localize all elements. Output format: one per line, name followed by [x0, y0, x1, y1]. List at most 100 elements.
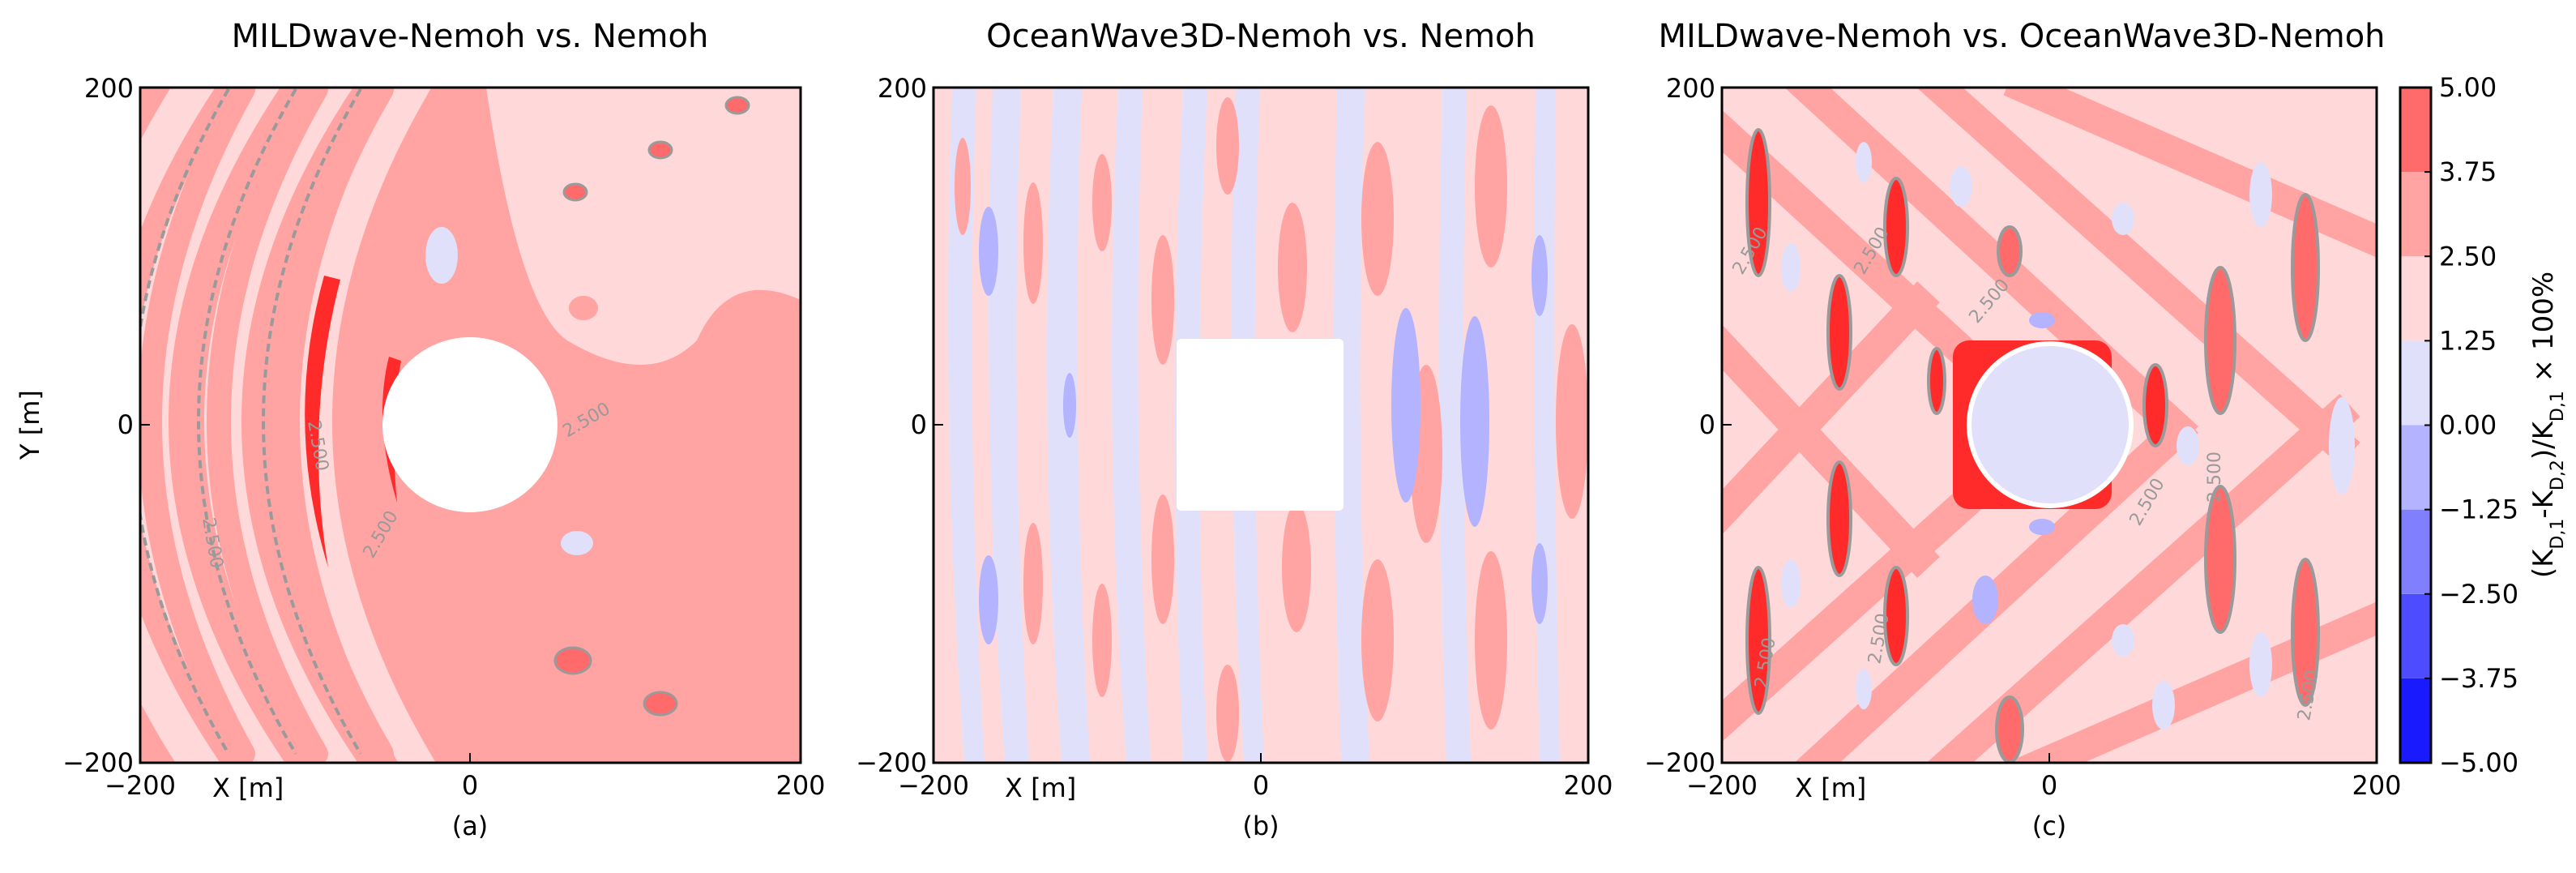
- panel-a-title: MILDwave-Nemoh vs. Nemoh: [232, 18, 709, 55]
- colorbar-tick-label: 1.25: [2439, 325, 2497, 356]
- panel-b-ytick: 200: [878, 73, 927, 104]
- colorbar-ticks: 5.00 3.75 2.50 1.25 0.00 −1.25 −2.50 −3.75 −5.00: [2424, 72, 2518, 778]
- panel-c-blob: [2177, 426, 2199, 465]
- colorbar-tick-label: 3.75: [2439, 156, 2497, 187]
- panel-c-xtick: 200: [2352, 770, 2401, 801]
- panel-a-light-region: [486, 88, 801, 365]
- panel-c-blob: [1781, 559, 1801, 608]
- panel-b-ticks: [933, 87, 1589, 764]
- panel-c-lens: [1927, 347, 1946, 415]
- panel-c-lens: [1745, 128, 1771, 277]
- panel-c-band: [2003, 88, 2377, 258]
- panel-c-lens: [2142, 363, 2168, 447]
- panel-c-lens: [1997, 225, 2023, 277]
- panel-b-lens: [1216, 665, 1239, 762]
- panel-b-title: OceanWave3D-Nemoh vs. Nemoh: [986, 18, 1536, 55]
- panel-b-body: [1177, 339, 1344, 511]
- panel-a-subplot-label: (a): [452, 811, 489, 841]
- panel-a-xtick: 0: [462, 770, 478, 801]
- colorbar-tick-label: −1.25: [2439, 494, 2518, 525]
- colorbar-block: [2400, 172, 2431, 257]
- panel-c-ticks: [1721, 87, 2377, 764]
- panel-c-xtick: 0: [2041, 770, 2057, 801]
- colorbar-block: [2400, 425, 2431, 510]
- panel-c-ytick: 200: [1666, 73, 1715, 104]
- panel-c-band: [1784, 88, 2198, 449]
- panel-c-lens: [1995, 695, 2024, 763]
- panel-b-stripe: [1112, 88, 1151, 763]
- panel-c-blob: [2329, 397, 2355, 494]
- colorbar-block: [2400, 678, 2431, 763]
- panel-a-band: [140, 88, 220, 763]
- panel-a-blob: [569, 296, 598, 320]
- panel-a-field: 2.500 2.500 2.500 2.500: [140, 88, 801, 763]
- panel-c-ytick: −200: [1644, 747, 1715, 778]
- panel-b-lens: [1151, 494, 1174, 624]
- colorbar-tick-label: −2.50: [2439, 579, 2518, 610]
- panel-b-xtick: 0: [1253, 770, 1269, 801]
- panel-a-ytick: 200: [84, 73, 134, 104]
- colorbar-block: [2400, 340, 2431, 426]
- panel-a-blob: [553, 646, 592, 675]
- panel-c-xtick: −200: [1686, 770, 1758, 801]
- panel-a-blob: [647, 140, 673, 160]
- panel-b-lens: [1475, 105, 1507, 267]
- panel-c: 2.500 2.500 2.500 2.500 2.500 2.500 2.50…: [1644, 18, 2401, 841]
- panel-c-blob: [2249, 632, 2272, 697]
- colorbar-blocks: [2400, 88, 2431, 763]
- panel-b-lens: [1532, 235, 1548, 316]
- colorbar-block: [2400, 593, 2431, 678]
- panel-b-lens: [979, 555, 998, 644]
- panel-c-contour-label: 2.500: [2205, 451, 2225, 503]
- panel-b-lens: [979, 207, 998, 296]
- panel-c-band: [1722, 281, 1940, 535]
- panel-c-lens: [2291, 193, 2320, 342]
- panel-b-field: [933, 88, 1588, 763]
- panel-c-band: [2006, 601, 2377, 763]
- panel-b-xtick: −200: [898, 770, 969, 801]
- panel-b-lens: [1092, 584, 1112, 697]
- colorbar-tick-label: −3.75: [2439, 663, 2518, 694]
- panel-a-body: [382, 337, 557, 512]
- panel-c-lens: [2291, 558, 2320, 707]
- panel-b-xlabel: X [m]: [1005, 772, 1076, 803]
- panel-b-lens: [1391, 308, 1420, 503]
- panel-c-blob: [2152, 681, 2175, 730]
- panel-b-stripe: [948, 88, 985, 763]
- panel-c-blob: [2112, 203, 2134, 235]
- panel-b-lens: [1151, 235, 1174, 365]
- panel-a-blob: [561, 531, 593, 555]
- panel-a-xtick: 200: [775, 770, 825, 801]
- panel-b-stripe: [989, 88, 1029, 763]
- panel-a-xtick: −200: [105, 770, 176, 801]
- panel-c-ytick: 0: [1699, 409, 1715, 440]
- panel-c-lens: [1745, 566, 1771, 715]
- colorbar-block: [2400, 509, 2431, 594]
- panel-b-stripe: [1439, 88, 1471, 763]
- panel-b-lens: [1063, 373, 1076, 438]
- panel-a-blob: [562, 182, 588, 202]
- panel-c-blob: [1972, 576, 1998, 624]
- panel-c-xlabel: X [m]: [1795, 772, 1866, 803]
- colorbar-tick-label: 0.00: [2439, 410, 2497, 441]
- panel-c-blob: [2112, 624, 2134, 657]
- panel-a-band: [271, 88, 394, 763]
- panel-b-ytick: 0: [911, 409, 927, 440]
- panel-c-lens: [1883, 177, 1909, 277]
- panel-b-lens: [1023, 523, 1043, 644]
- panel-c-lens: [2204, 485, 2236, 634]
- colorbar-tick-label: −5.00: [2439, 747, 2518, 778]
- panel-b-stripe: [1334, 88, 1369, 763]
- panel-b-lens: [1278, 203, 1307, 332]
- panel-c-body: [1967, 341, 2134, 508]
- panel-c-blob: [2249, 162, 2272, 227]
- panel-b-lens: [1475, 551, 1507, 730]
- panel-a-contour: [140, 88, 230, 755]
- panel-c-lens: [1826, 460, 1852, 577]
- panel-c-blob: [2029, 519, 2055, 535]
- panel-c-title: MILDwave-Nemoh vs. OceanWave3D-Nemoh: [1658, 18, 2385, 55]
- panel-a-blob: [643, 691, 678, 717]
- panel-c-blob: [1950, 166, 1972, 207]
- colorbar-label: (KD,1-KD,2)/KD,1 × 100%: [2527, 272, 2568, 578]
